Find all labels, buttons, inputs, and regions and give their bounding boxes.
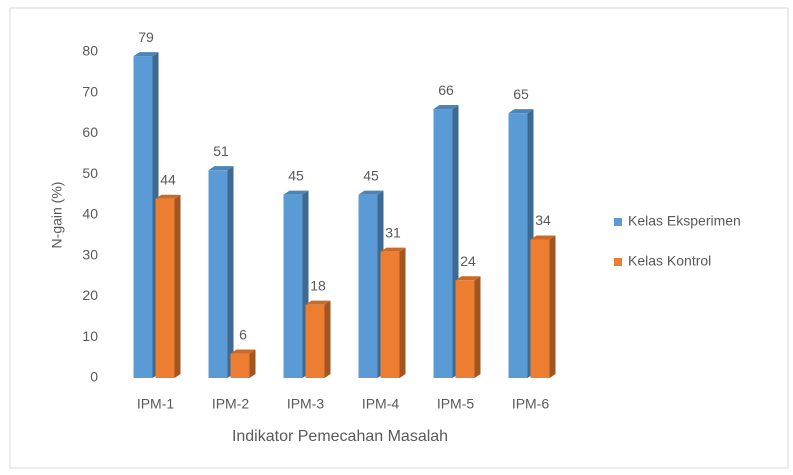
bar-top bbox=[208, 166, 234, 171]
bar-top bbox=[230, 349, 256, 354]
x-tick-label: IPM-6 bbox=[512, 396, 550, 412]
y-tick-label: 10 bbox=[82, 328, 98, 344]
data-label: 31 bbox=[385, 224, 401, 240]
bar bbox=[380, 251, 400, 378]
bar-top bbox=[380, 247, 406, 252]
data-label: 66 bbox=[438, 82, 454, 98]
bar-side bbox=[474, 276, 481, 378]
data-label: 6 bbox=[239, 326, 247, 342]
legend-label: Kelas Eksperimen bbox=[628, 213, 741, 229]
data-label: 51 bbox=[213, 143, 229, 159]
bar-side bbox=[549, 235, 556, 378]
y-tick-label: 60 bbox=[82, 124, 98, 140]
bar bbox=[230, 353, 250, 378]
data-label: 45 bbox=[363, 167, 379, 183]
bar bbox=[455, 280, 475, 378]
y-tick-label: 70 bbox=[82, 83, 98, 99]
bar-side bbox=[399, 247, 406, 378]
x-tick-label: IPM-3 bbox=[287, 396, 325, 412]
bar-top bbox=[508, 109, 534, 114]
bar-side bbox=[249, 349, 256, 378]
data-label: 34 bbox=[535, 212, 551, 228]
data-label: 65 bbox=[513, 86, 529, 102]
data-label: 79 bbox=[138, 29, 154, 45]
bar bbox=[133, 56, 153, 378]
bar-side bbox=[227, 166, 234, 378]
y-tick-label: 0 bbox=[90, 369, 98, 385]
bar-top bbox=[530, 235, 556, 240]
y-axis-title: N-gain (%) bbox=[49, 182, 65, 249]
x-tick-label: IPM-5 bbox=[437, 396, 475, 412]
y-tick-label: 40 bbox=[82, 206, 98, 222]
y-tick-label: 30 bbox=[82, 246, 98, 262]
bar bbox=[433, 109, 453, 379]
y-tick-label: 80 bbox=[82, 43, 98, 59]
data-label: 44 bbox=[160, 171, 176, 187]
legend-swatch bbox=[614, 218, 622, 226]
bar bbox=[358, 194, 378, 378]
bar-top bbox=[433, 105, 459, 110]
y-tick-label: 50 bbox=[82, 165, 98, 181]
bar bbox=[530, 239, 550, 378]
bar bbox=[508, 113, 528, 378]
data-label: 24 bbox=[460, 253, 476, 269]
x-tick-label: IPM-4 bbox=[362, 396, 400, 412]
y-tick-label: 20 bbox=[82, 287, 98, 303]
bar bbox=[305, 304, 325, 378]
x-tick-label: IPM-2 bbox=[212, 396, 250, 412]
bar bbox=[155, 198, 175, 378]
x-axis-title: Indikator Pemecahan Masalah bbox=[232, 428, 448, 445]
bar-side bbox=[174, 194, 181, 378]
legend-label: Kelas Kontrol bbox=[628, 253, 711, 269]
data-label: 18 bbox=[310, 277, 326, 293]
bar bbox=[208, 170, 228, 378]
x-tick-label: IPM-1 bbox=[137, 396, 175, 412]
bar bbox=[283, 194, 303, 378]
bar-side bbox=[324, 300, 331, 378]
bar-top bbox=[358, 190, 384, 195]
bar-top bbox=[133, 52, 159, 57]
bar-top bbox=[455, 276, 481, 281]
legend-swatch bbox=[614, 258, 622, 266]
bar-top bbox=[283, 190, 309, 195]
data-label: 45 bbox=[288, 167, 304, 183]
bar-top bbox=[155, 194, 181, 199]
bar-top bbox=[305, 300, 331, 305]
